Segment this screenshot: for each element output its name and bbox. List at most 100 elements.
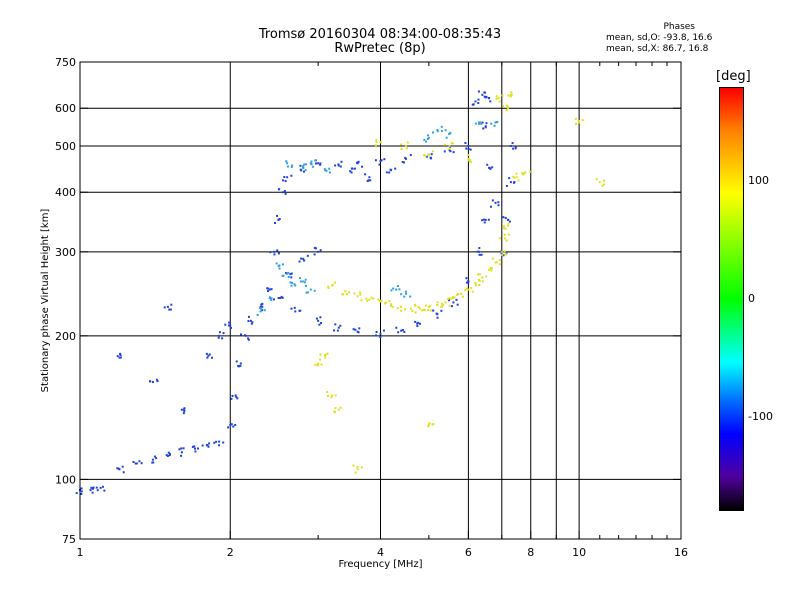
data-point-echo [319, 358, 322, 361]
data-point-echo [266, 287, 269, 290]
data-point-echo [348, 291, 351, 294]
data-point-echo [495, 95, 498, 98]
data-point-echo [273, 253, 276, 256]
data-point-echo [310, 160, 313, 163]
data-point-echo [91, 487, 94, 490]
data-point-echo [230, 397, 233, 400]
data-point-echo [510, 93, 513, 96]
data-point-echo [353, 292, 356, 295]
data-point-echo [183, 407, 186, 410]
data-point-echo [250, 322, 253, 325]
data-point-echo [499, 263, 502, 266]
data-point-echo [182, 412, 185, 415]
data-point-echo [227, 324, 230, 327]
data-point-echo [370, 296, 373, 299]
data-point [273, 250, 276, 253]
data-point-echo [319, 163, 322, 166]
data-point-echo [441, 305, 444, 308]
data-point-echo [467, 148, 470, 151]
data-point-echo [138, 460, 141, 463]
data-point-echo [485, 95, 488, 98]
data-point-echo [432, 423, 435, 426]
data-point-echo [440, 125, 443, 128]
data-point-echo [342, 293, 345, 296]
data-point-echo [357, 331, 360, 334]
data-point-echo [512, 181, 515, 184]
data-point-echo [380, 159, 383, 162]
data-point-echo [404, 156, 407, 159]
data-point-echo [500, 252, 503, 255]
data-point-echo [427, 309, 430, 312]
data-point-echo [514, 147, 517, 150]
data-point-echo [436, 316, 439, 319]
data-point-echo [205, 444, 208, 447]
data-point-echo [183, 408, 186, 411]
y-tick-label: 400 [55, 186, 76, 199]
data-point-echo [305, 163, 308, 166]
data-point-echo [414, 320, 417, 323]
phases-o-stats: mean, sd,O: -93.8, 16.6 [606, 33, 713, 43]
data-point-echo [497, 204, 500, 207]
data-point-echo [465, 147, 468, 150]
data-point-echo [170, 303, 173, 306]
data-point-echo [514, 146, 517, 149]
data-point-echo [477, 98, 480, 101]
data-point-echo [489, 100, 492, 103]
data-point-echo [391, 305, 394, 308]
data-point [317, 162, 320, 165]
data-point-echo [398, 288, 401, 291]
data-point-echo [180, 454, 183, 457]
data-point [484, 125, 487, 128]
data-point-echo [400, 309, 403, 312]
data-point-echo [261, 309, 264, 312]
data-point-echo [276, 214, 279, 217]
data-point-echo [229, 327, 232, 330]
data-point-echo [486, 163, 489, 166]
data-point [368, 176, 371, 179]
data-point-echo [498, 100, 501, 103]
data-point-echo [119, 356, 122, 359]
data-point-echo [450, 305, 453, 308]
data-point-echo [484, 91, 487, 94]
data-point-echo [326, 394, 329, 397]
data-point-echo [232, 425, 235, 428]
data-point-echo [207, 445, 210, 448]
data-point-echo [211, 356, 214, 359]
data-point-echo [101, 485, 104, 488]
y-tick-label: 75 [62, 533, 76, 546]
data-point-echo [375, 334, 378, 337]
data-point-echo [352, 464, 355, 467]
data-point-echo [207, 354, 210, 357]
data-point-echo [148, 380, 151, 383]
data-point [400, 329, 403, 332]
data-point-echo [485, 275, 488, 278]
data-point-echo [96, 489, 99, 492]
data-point-echo [261, 305, 264, 308]
data-point-echo [80, 490, 83, 493]
colorbar-tick-0: 0 [748, 292, 755, 305]
data-point-echo [155, 378, 158, 381]
data-point-echo [304, 284, 307, 287]
data-point-echo [444, 143, 447, 146]
data-point-echo [270, 299, 273, 302]
data-point-echo [340, 160, 343, 163]
data-point-echo [603, 183, 606, 186]
data-point-echo [300, 257, 303, 260]
data-point-echo [467, 281, 470, 284]
data-point-echo [227, 426, 230, 429]
data-point-echo [442, 303, 445, 306]
data-point-echo [319, 316, 322, 319]
data-point-echo [339, 324, 342, 327]
data-point-echo [380, 299, 383, 302]
data-point [151, 458, 154, 461]
data-point-echo [205, 352, 208, 355]
data-point-echo [403, 330, 406, 333]
data-point [503, 237, 506, 240]
data-point-echo [293, 306, 296, 309]
data-point-echo [470, 287, 473, 290]
data-point-echo [445, 136, 448, 139]
data-point-echo [334, 394, 337, 397]
data-point-echo [156, 380, 159, 383]
data-points [75, 90, 606, 495]
data-point-echo [508, 177, 511, 180]
